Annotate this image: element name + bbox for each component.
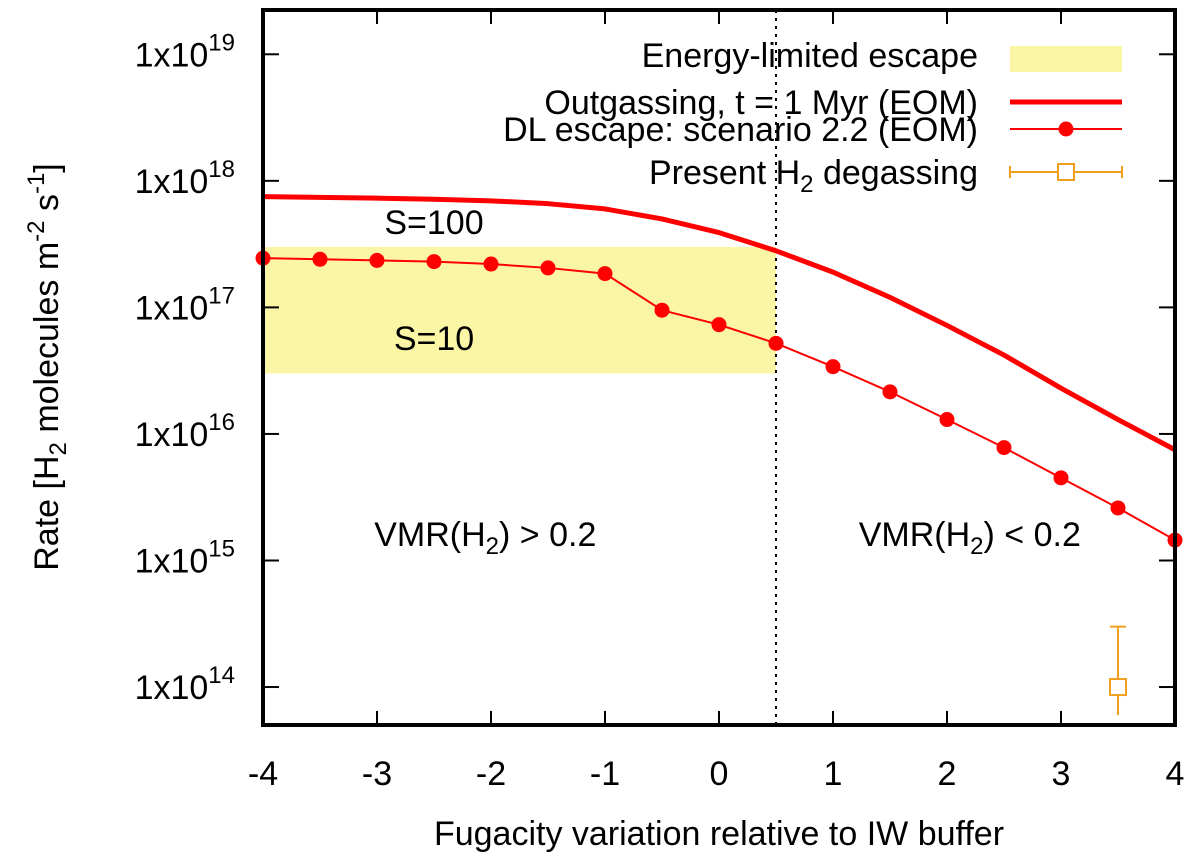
dl-escape-point bbox=[426, 254, 442, 270]
legend-label-outgassing: Outgassing, t = 1 Myr (EOM) bbox=[544, 84, 978, 122]
x-tick-labels: -4 -3 -2 -1 0 1 2 3 4 bbox=[248, 755, 1185, 793]
legend-label-dl: DL escape: scenario 2.2 (EOM) bbox=[503, 111, 978, 149]
x-tick-label: -4 bbox=[248, 755, 278, 793]
annotation: VMR(H2) > 0.2 bbox=[374, 516, 596, 560]
legend: Energy-limited escape Outgassing, t = 1 M… bbox=[503, 37, 1123, 198]
dl-escape-point bbox=[939, 412, 955, 428]
y-tick-label: 1x1015 bbox=[135, 535, 235, 580]
data-series bbox=[255, 194, 1183, 716]
dl-escape-point bbox=[483, 256, 499, 272]
degassing-point bbox=[1109, 678, 1127, 697]
dl-escape-point bbox=[1053, 470, 1069, 486]
dl-escape-point bbox=[312, 251, 328, 267]
dl-escape-point bbox=[1110, 500, 1126, 516]
plot-frame bbox=[261, 8, 1177, 727]
x-tick-label: -3 bbox=[362, 755, 392, 793]
legend-label-degassing: Present H2 degassing bbox=[649, 154, 978, 198]
x-tick-label: 2 bbox=[938, 755, 957, 793]
y-tick-label: 1x1019 bbox=[135, 29, 235, 74]
y-tick-label: 1x1014 bbox=[135, 662, 235, 707]
dl-escape-point bbox=[540, 260, 556, 276]
x-tick-label: -2 bbox=[476, 755, 506, 793]
dl-escape-point bbox=[825, 359, 841, 375]
y-tick-label: 1x1016 bbox=[135, 409, 235, 454]
annotation: S=10 bbox=[394, 320, 474, 358]
dl-escape-point bbox=[768, 335, 784, 351]
x-tick-label: 1 bbox=[824, 755, 843, 793]
dl-escape-point bbox=[996, 440, 1012, 456]
x-axis-title: Fugacity variation relative to IW buffer bbox=[434, 815, 1004, 853]
y-tick-labels: 1x1014 1x1015 1x1016 1x1017 1x1018 1x1019 bbox=[135, 29, 235, 707]
annotation: S=100 bbox=[384, 204, 483, 242]
dl-escape-point bbox=[711, 317, 727, 333]
x-tick-label: -1 bbox=[590, 755, 620, 793]
dl-escape-point bbox=[597, 266, 613, 282]
legend-swatch-band bbox=[1010, 46, 1122, 72]
annotations: S=100 S=10 VMR(H2) > 0.2 VMR(H2) < 0.2 bbox=[374, 204, 1081, 560]
legend-label-band: Energy-limited escape bbox=[642, 37, 978, 75]
x-tick-label: 3 bbox=[1052, 755, 1071, 793]
outgassing-line bbox=[262, 194, 1177, 452]
legend-swatch-dl-point bbox=[1058, 121, 1074, 137]
dl-escape-point bbox=[369, 252, 385, 268]
x-tick-label: 0 bbox=[710, 755, 729, 793]
energy-limited-escape-band bbox=[263, 247, 776, 374]
y-axis-title: Rate [H2 molecules m-2 s-1] bbox=[23, 163, 72, 571]
legend-swatch-degassing-point bbox=[1057, 163, 1075, 181]
y-tick-label: 1x1018 bbox=[135, 156, 235, 201]
dl-escape-point bbox=[654, 302, 670, 318]
x-tick-label: 4 bbox=[1166, 755, 1185, 793]
y-tick-label: 1x1017 bbox=[135, 282, 235, 327]
dl-escape-point bbox=[882, 384, 898, 400]
annotation: VMR(H2) < 0.2 bbox=[859, 516, 1081, 560]
